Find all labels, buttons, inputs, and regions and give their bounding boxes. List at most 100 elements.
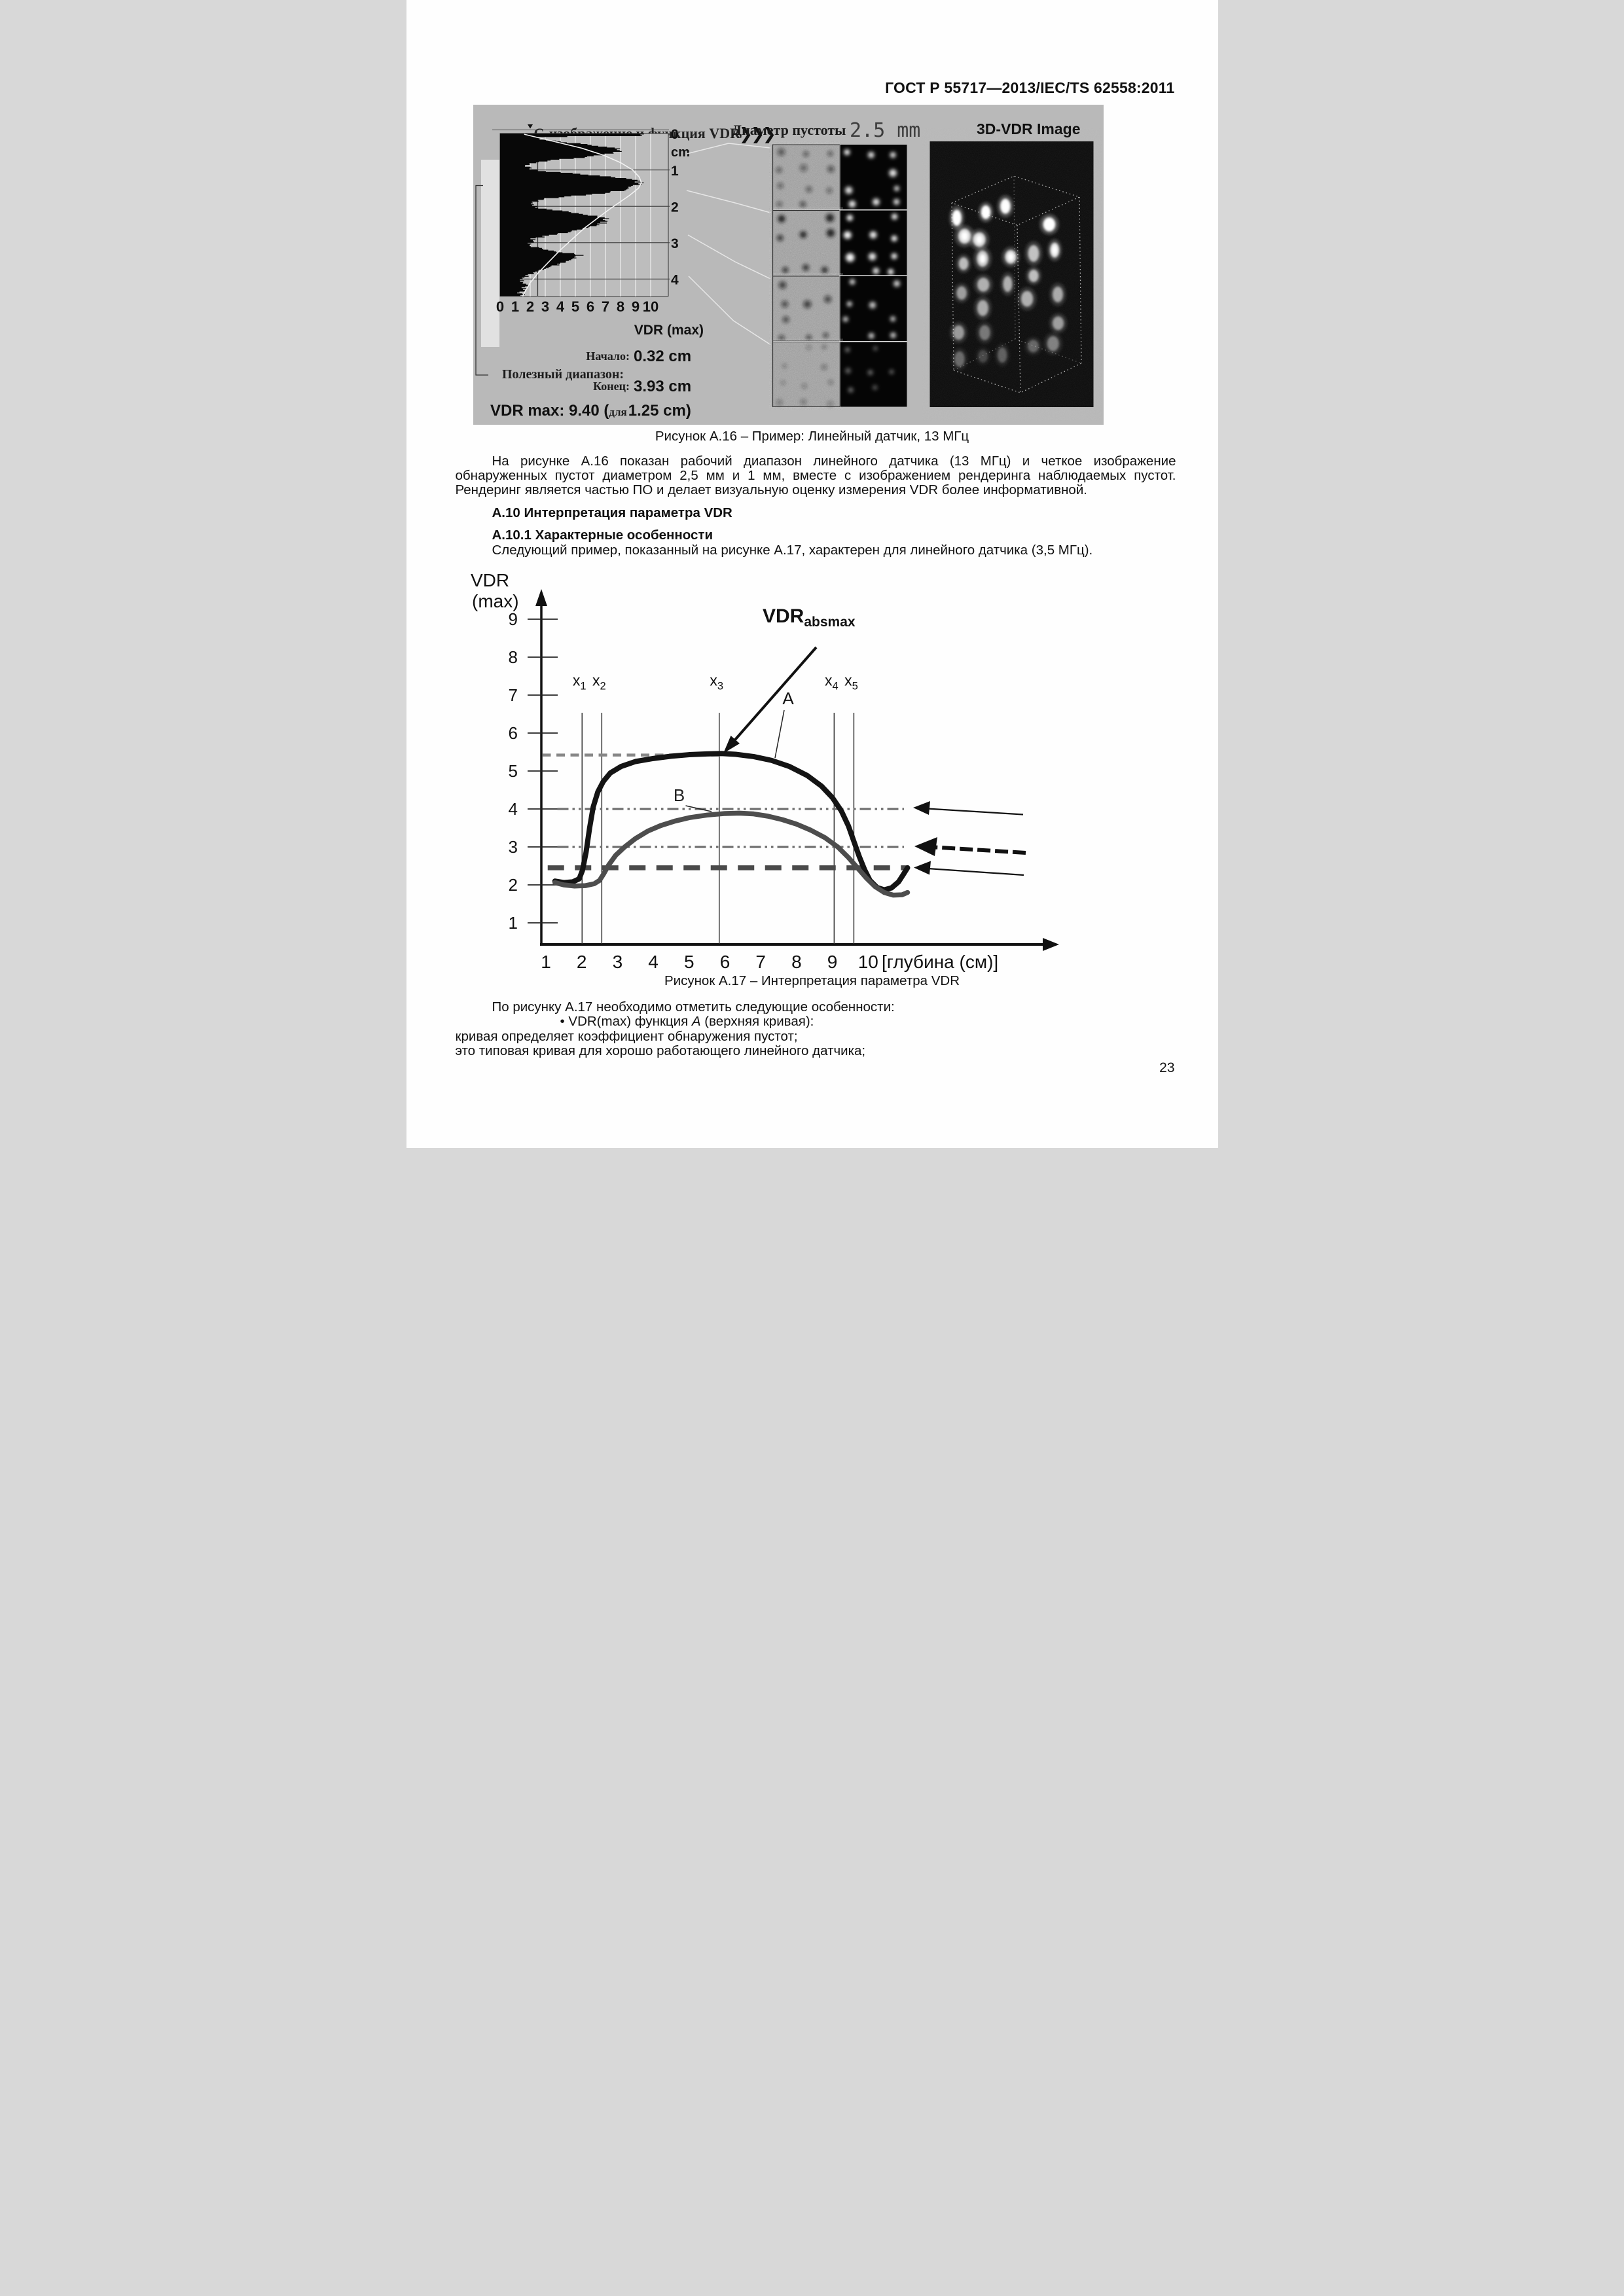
svg-text:10: 10 [857, 952, 878, 972]
svg-text:6: 6 [508, 723, 517, 743]
svg-text:8: 8 [791, 952, 802, 972]
curve-a-label: A [782, 689, 794, 708]
svg-text:7: 7 [601, 298, 609, 315]
triple-chevron-icon: ❯❯❯ [739, 124, 774, 143]
arrow-middle-head-icon [914, 837, 937, 856]
marker-triangle-icon [527, 124, 533, 129]
svg-text:3: 3 [508, 837, 517, 857]
vdr-3d-section: 3D-VDR Image [929, 120, 1093, 407]
section-a10-heading: А.10 Интерпретация параметра VDR [492, 505, 732, 520]
vdr-axis-labels: 0 1 2 3 4 5 6 7 8 9 10 [496, 298, 658, 315]
x-axis-title: [глубина (см)] [882, 952, 998, 972]
x-axis-arrow-icon [1042, 938, 1059, 951]
notes-list: По рисунку А.17 необходимо отметить след… [455, 999, 1176, 1059]
void-image-section: Диаметр пустоты 2.5 mm [732, 119, 920, 407]
svg-text:9: 9 [827, 952, 837, 972]
curve-b-leader [685, 805, 712, 812]
y-axis-title-line2: (max) [472, 591, 519, 611]
start-value: 0.32 cm [634, 348, 691, 365]
useful-range-label: Полезный диапазон: [502, 367, 624, 382]
svg-text:9: 9 [631, 298, 639, 315]
curve-b [552, 810, 910, 898]
svg-text:8: 8 [508, 647, 517, 667]
arrow-upper [921, 807, 1023, 816]
notes-line4: это типовая кривая для хорошо работающег… [455, 1043, 866, 1059]
vdr-absmax-arrow [732, 646, 818, 742]
vdr-max-value: VDR max: 9.40 (для1.25 cm) [490, 402, 691, 420]
svg-text:4: 4 [508, 799, 517, 819]
svg-text:2: 2 [526, 298, 533, 315]
svg-text:1: 1 [511, 298, 518, 315]
svg-text:6: 6 [719, 952, 730, 972]
notes-line3: кривая определяет коэффициент обнаружени… [455, 1028, 798, 1044]
svg-text:cm: cm [671, 145, 690, 160]
reference-arrows [912, 801, 1026, 876]
svg-text:8: 8 [616, 298, 624, 315]
notes-intro: По рисунку А.17 необходимо отметить след… [492, 999, 895, 1014]
figure-a17-chart: VDR (max) [глубина (см)] 1 2 3 4 5 6 7 8 9 1 2 3 4 5 6… [452, 568, 1064, 978]
vdr-absmax-label: VDRabsmax [763, 605, 856, 630]
svg-text:7: 7 [508, 685, 517, 705]
arrow-middle [929, 845, 1026, 855]
curve-b-label: B [673, 785, 684, 805]
svg-text:7: 7 [755, 952, 766, 972]
3d-wireframe-box [950, 175, 1082, 393]
svg-text:4: 4 [648, 952, 659, 972]
document-header: ГОСТ Р 55717—2013/IEC/TS 62558:2011 [885, 79, 1175, 96]
svg-text:2: 2 [671, 200, 679, 215]
page-number: 23 [1159, 1060, 1175, 1075]
paragraph-a16: На рисунке А.16 показан рабочий диапазон… [455, 454, 1176, 497]
useful-range-band [480, 160, 499, 347]
histogram [499, 134, 644, 296]
svg-text:x1: x1 [572, 672, 586, 692]
axis-ticks: 1 2 3 4 5 6 7 8 9 1 2 3 4 5 6 7 8 9 10 [508, 609, 878, 972]
c-image-section: С-изображение и функция VDR ❯❯❯ 0cm1234 … [475, 124, 776, 420]
vdr-function-curve [522, 134, 642, 296]
void-diameter-value: 2.5 mm [850, 119, 920, 142]
document-page: ГОСТ Р 55717—2013/IEC/TS 62558:2011 С-из… [406, 0, 1218, 1148]
cm-axis-labels: 0 cm 1 2 3 4 [671, 127, 690, 288]
svg-text:5: 5 [684, 952, 695, 972]
figure-a17-caption: Рисунок А.17 – Интерпретация параметра V… [664, 973, 960, 988]
3d-vdr-title: 3D-VDR Image [977, 120, 1081, 137]
figure-a16: С-изображение и функция VDR ❯❯❯ 0cm1234 … [473, 105, 1104, 425]
svg-text:3: 3 [541, 298, 549, 315]
svg-text:x5: x5 [844, 672, 858, 692]
svg-text:0: 0 [496, 298, 503, 315]
void-image-grid [772, 144, 907, 407]
start-label: Начало: [586, 350, 630, 363]
vdr-curves [552, 751, 910, 898]
section-a101-heading: А.10.1 Характерные особенности [492, 528, 713, 543]
end-value: 3.93 cm [634, 378, 691, 395]
notes-bullet: • VDR(max) функция А (верхняя кривая): [560, 1014, 814, 1030]
end-label: Конец: [593, 380, 630, 393]
arrow-upper-head-icon [912, 801, 930, 815]
connector-lines [686, 143, 770, 346]
svg-text:5: 5 [508, 761, 517, 781]
vdr-max-axis-label: VDR (max) [634, 323, 703, 338]
svg-text:9: 9 [508, 609, 517, 629]
svg-text:2: 2 [576, 952, 586, 972]
vdr-absmax-annotation: VDRabsmax [723, 605, 856, 753]
y-axis-title-line1: VDR [471, 570, 509, 590]
arrow-lower-head-icon [913, 861, 931, 875]
svg-text:1: 1 [508, 913, 517, 933]
svg-text:3: 3 [671, 236, 679, 251]
curve-a-leader [774, 709, 785, 759]
svg-text:4: 4 [556, 298, 564, 315]
useful-range-bracket [475, 185, 488, 376]
depth-marker-lines: x1 x2 x3 x4 x5 [572, 672, 857, 944]
svg-text:x4: x4 [824, 672, 838, 692]
svg-text:6: 6 [586, 298, 594, 315]
svg-text:10: 10 [642, 298, 658, 315]
arrow-lower [922, 867, 1024, 876]
svg-text:1: 1 [541, 952, 551, 972]
y-axis-arrow-icon [535, 589, 547, 606]
paragraph-a17-intro: Следующий пример, показанный на рисунке … [492, 543, 1093, 558]
void-diameter-title: Диаметр пустоты [732, 122, 846, 138]
svg-text:3: 3 [612, 952, 623, 972]
3d-void-blobs [948, 194, 1068, 371]
svg-text:1: 1 [671, 164, 679, 179]
svg-text:5: 5 [571, 298, 579, 315]
svg-text:4: 4 [671, 273, 679, 288]
